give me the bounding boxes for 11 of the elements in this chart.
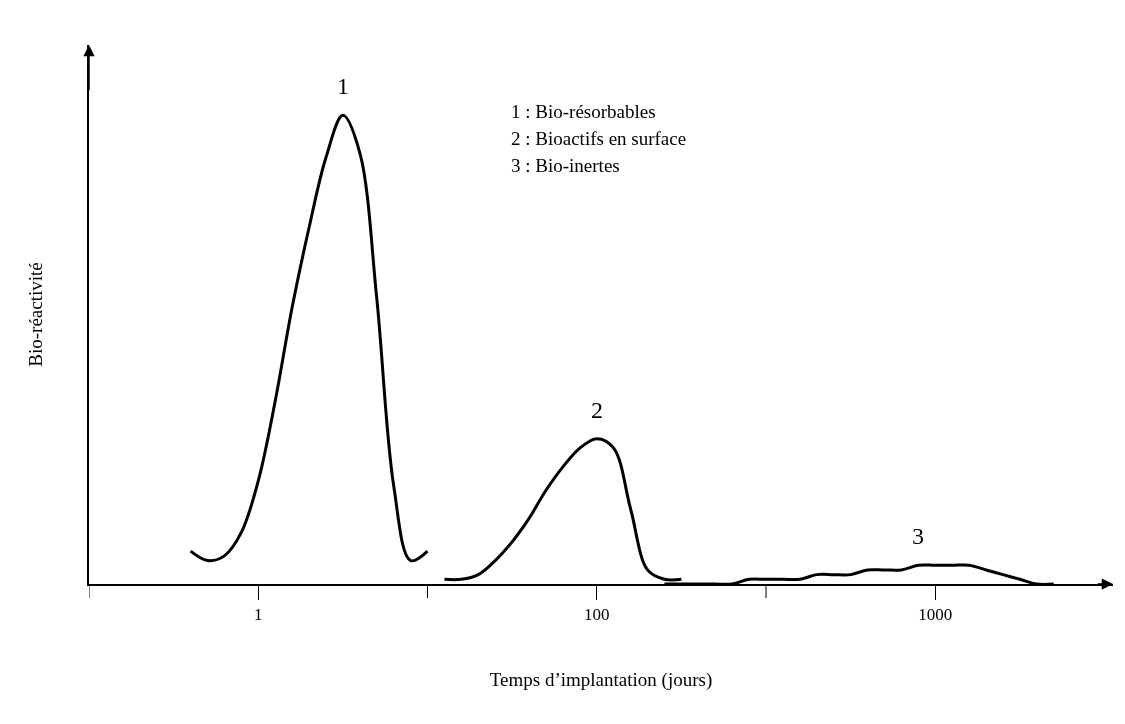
annotation: 2 : Bioactifs en surface: [511, 128, 687, 149]
x-tick-label: 1000: [918, 605, 953, 625]
x-tick-label: 100: [584, 605, 610, 625]
series-label: 1: [337, 73, 349, 99]
x-axis-title: Temps d’implantation (jours): [489, 669, 713, 692]
annotation: 1 : Bio-résorbables: [511, 101, 656, 122]
series-label: 2: [591, 397, 603, 423]
y-axis-title: Bio-réactivité: [24, 262, 46, 367]
series-label: 3: [912, 523, 924, 549]
annotation: 3 : Bio-inertes: [511, 155, 620, 176]
x-tick-label: 1: [254, 605, 263, 625]
